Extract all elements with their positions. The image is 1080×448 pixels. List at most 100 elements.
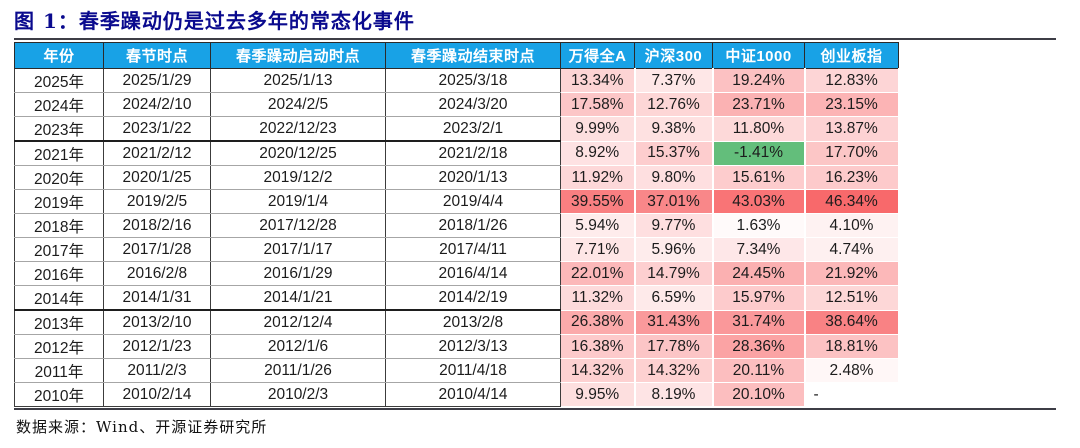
return-cell-中证1000: 24.45% — [712, 261, 806, 286]
end-date-cell: 2021/2/18 — [385, 140, 561, 166]
bottom-divider-line — [14, 408, 1056, 410]
column-header-4: 万得全A — [560, 42, 635, 69]
year-cell: 2014年 — [14, 285, 104, 311]
return-cell-创业板指: 16.23% — [804, 165, 900, 190]
return-cell-中证1000: 15.97% — [712, 285, 806, 311]
page-title: 图 1：春季躁动仍是过去多年的常态化事件 — [14, 9, 415, 33]
start-date-cell: 2016/1/29 — [210, 261, 386, 286]
return-cell-创业板指: 21.92% — [804, 261, 900, 286]
start-date-cell: 2024/2/5 — [210, 92, 386, 117]
return-cell-万得全A: 39.55% — [560, 189, 636, 214]
return-cell-中证1000: 11.80% — [712, 116, 806, 142]
return-cell-沪深300: 9.77% — [634, 213, 714, 238]
festival-date-cell: 2024/2/10 — [103, 92, 211, 117]
table-row: 2017年 2017/1/28 2017/1/17 2017/4/11 7.71% 5.9… — [14, 237, 900, 262]
start-date-cell: 2010/2/3 — [210, 382, 386, 407]
year-cell: 2025年 — [14, 68, 104, 93]
return-cell-万得全A: 5.94% — [560, 213, 636, 238]
return-cell-创业板指: 23.15% — [804, 92, 900, 117]
column-header-7: 创业板指 — [804, 42, 899, 69]
festival-date-cell: 2013/2/10 — [103, 309, 211, 335]
return-cell-万得全A: 16.38% — [560, 334, 636, 359]
end-date-cell: 2016/4/14 — [385, 261, 561, 286]
return-cell-创业板指: 13.87% — [804, 116, 900, 142]
column-header-3: 春季躁动结束时点 — [385, 42, 561, 69]
year-cell: 2020年 — [14, 165, 104, 190]
table-row: 2012年 2012/1/23 2012/1/6 2012/3/13 16.38% 17.… — [14, 334, 900, 359]
start-date-cell: 2012/1/6 — [210, 334, 386, 359]
festival-date-cell: 2012/1/23 — [103, 334, 211, 359]
return-cell-中证1000: 23.71% — [712, 92, 806, 117]
return-cell-创业板指: 38.64% — [804, 310, 900, 335]
festival-date-cell: 2016/2/8 — [103, 261, 211, 286]
return-cell-中证1000: 20.11% — [712, 358, 806, 383]
return-cell-万得全A: 9.99% — [560, 116, 636, 142]
return-cell-沪深300: 7.37% — [634, 68, 714, 93]
festival-date-cell: 2018/2/16 — [103, 213, 211, 238]
column-header-5: 沪深300 — [634, 42, 713, 69]
table-row: 2020年 2020/1/25 2019/12/2 2020/1/13 11.92% 9.… — [14, 165, 900, 190]
return-cell-创业板指: 4.74% — [804, 237, 900, 262]
festival-date-cell: 2017/1/28 — [103, 237, 211, 262]
return-cell-万得全A: 13.34% — [560, 68, 636, 93]
start-date-cell: 2019/12/2 — [210, 165, 386, 190]
start-date-cell: 2011/1/26 — [210, 358, 386, 383]
return-cell-创业板指: 12.83% — [804, 68, 900, 93]
return-cell-万得全A: 22.01% — [560, 261, 636, 286]
return-cell-创业板指: - — [804, 382, 900, 407]
return-cell-中证1000: 31.74% — [712, 310, 806, 335]
end-date-cell: 2010/4/14 — [385, 382, 561, 407]
return-cell-万得全A: 9.95% — [560, 382, 636, 407]
return-cell-中证1000: 20.10% — [712, 382, 806, 407]
return-cell-万得全A: 8.92% — [560, 141, 636, 166]
return-cell-创业板指: 2.48% — [804, 358, 900, 383]
return-cell-万得全A: 14.32% — [560, 358, 636, 383]
return-cell-中证1000: 19.24% — [712, 68, 806, 93]
end-date-cell: 2019/4/4 — [385, 189, 561, 214]
festival-date-cell: 2011/2/3 — [103, 358, 211, 383]
return-cell-沪深300: 15.37% — [634, 141, 714, 166]
return-cell-创业板指: 18.81% — [804, 334, 900, 359]
return-cell-创业板指: 17.70% — [804, 141, 900, 166]
top-divider-line — [14, 38, 1056, 40]
source-note: 数据来源：Wind、开源证券研究所 — [16, 418, 268, 436]
return-cell-万得全A: 17.58% — [560, 92, 636, 117]
table-row: 2011年 2011/2/3 2011/1/26 2011/4/18 14.32% 14.… — [14, 358, 900, 383]
column-header-0: 年份 — [14, 42, 104, 69]
return-cell-沪深300: 6.59% — [634, 285, 714, 311]
year-cell: 2019年 — [14, 189, 104, 214]
year-cell: 2016年 — [14, 261, 104, 286]
return-cell-中证1000: -1.41% — [712, 141, 806, 166]
start-date-cell: 2012/12/4 — [210, 309, 386, 335]
year-cell: 2012年 — [14, 334, 104, 359]
column-header-2: 春季躁动启动时点 — [210, 42, 386, 69]
return-cell-沪深300: 14.79% — [634, 261, 714, 286]
return-cell-沪深300: 14.32% — [634, 358, 714, 383]
return-cell-中证1000: 7.34% — [712, 237, 806, 262]
table-header-row: 年份 春节时点 春季躁动启动时点 春季躁动结束时点 万得全A 沪深300 中证1000 创业板… — [14, 42, 899, 69]
festival-date-cell: 2020/1/25 — [103, 165, 211, 190]
festival-date-cell: 2023/1/22 — [103, 116, 211, 142]
return-cell-创业板指: 12.51% — [804, 285, 900, 311]
table-row: 2023年 2023/1/22 2022/12/23 2023/2/1 9.99% 9.3… — [14, 116, 900, 142]
return-cell-沪深300: 12.76% — [634, 92, 714, 117]
return-cell-万得全A: 26.38% — [560, 310, 636, 335]
start-date-cell: 2020/12/25 — [210, 140, 386, 166]
festival-date-cell: 2019/2/5 — [103, 189, 211, 214]
column-header-1: 春节时点 — [103, 42, 211, 69]
start-date-cell: 2017/12/28 — [210, 213, 386, 238]
start-date-cell: 2025/1/13 — [210, 68, 386, 93]
year-cell: 2024年 — [14, 92, 104, 117]
table-row: 2025年 2025/1/29 2025/1/13 2025/3/18 13.34% 7.… — [14, 68, 900, 93]
year-cell: 2011年 — [14, 358, 104, 383]
return-cell-创业板指: 4.10% — [804, 213, 900, 238]
end-date-cell: 2011/4/18 — [385, 358, 561, 383]
table-body: 2025年 2025/1/29 2025/1/13 2025/3/18 13.34% 7.… — [14, 68, 900, 407]
return-cell-中证1000: 28.36% — [712, 334, 806, 359]
year-cell: 2017年 — [14, 237, 104, 262]
start-date-cell: 2017/1/17 — [210, 237, 386, 262]
start-date-cell: 2019/1/4 — [210, 189, 386, 214]
table-row: 2014年 2014/1/31 2014/1/21 2014/2/19 11.32% 6.… — [14, 285, 900, 311]
return-cell-沪深300: 31.43% — [634, 310, 714, 335]
